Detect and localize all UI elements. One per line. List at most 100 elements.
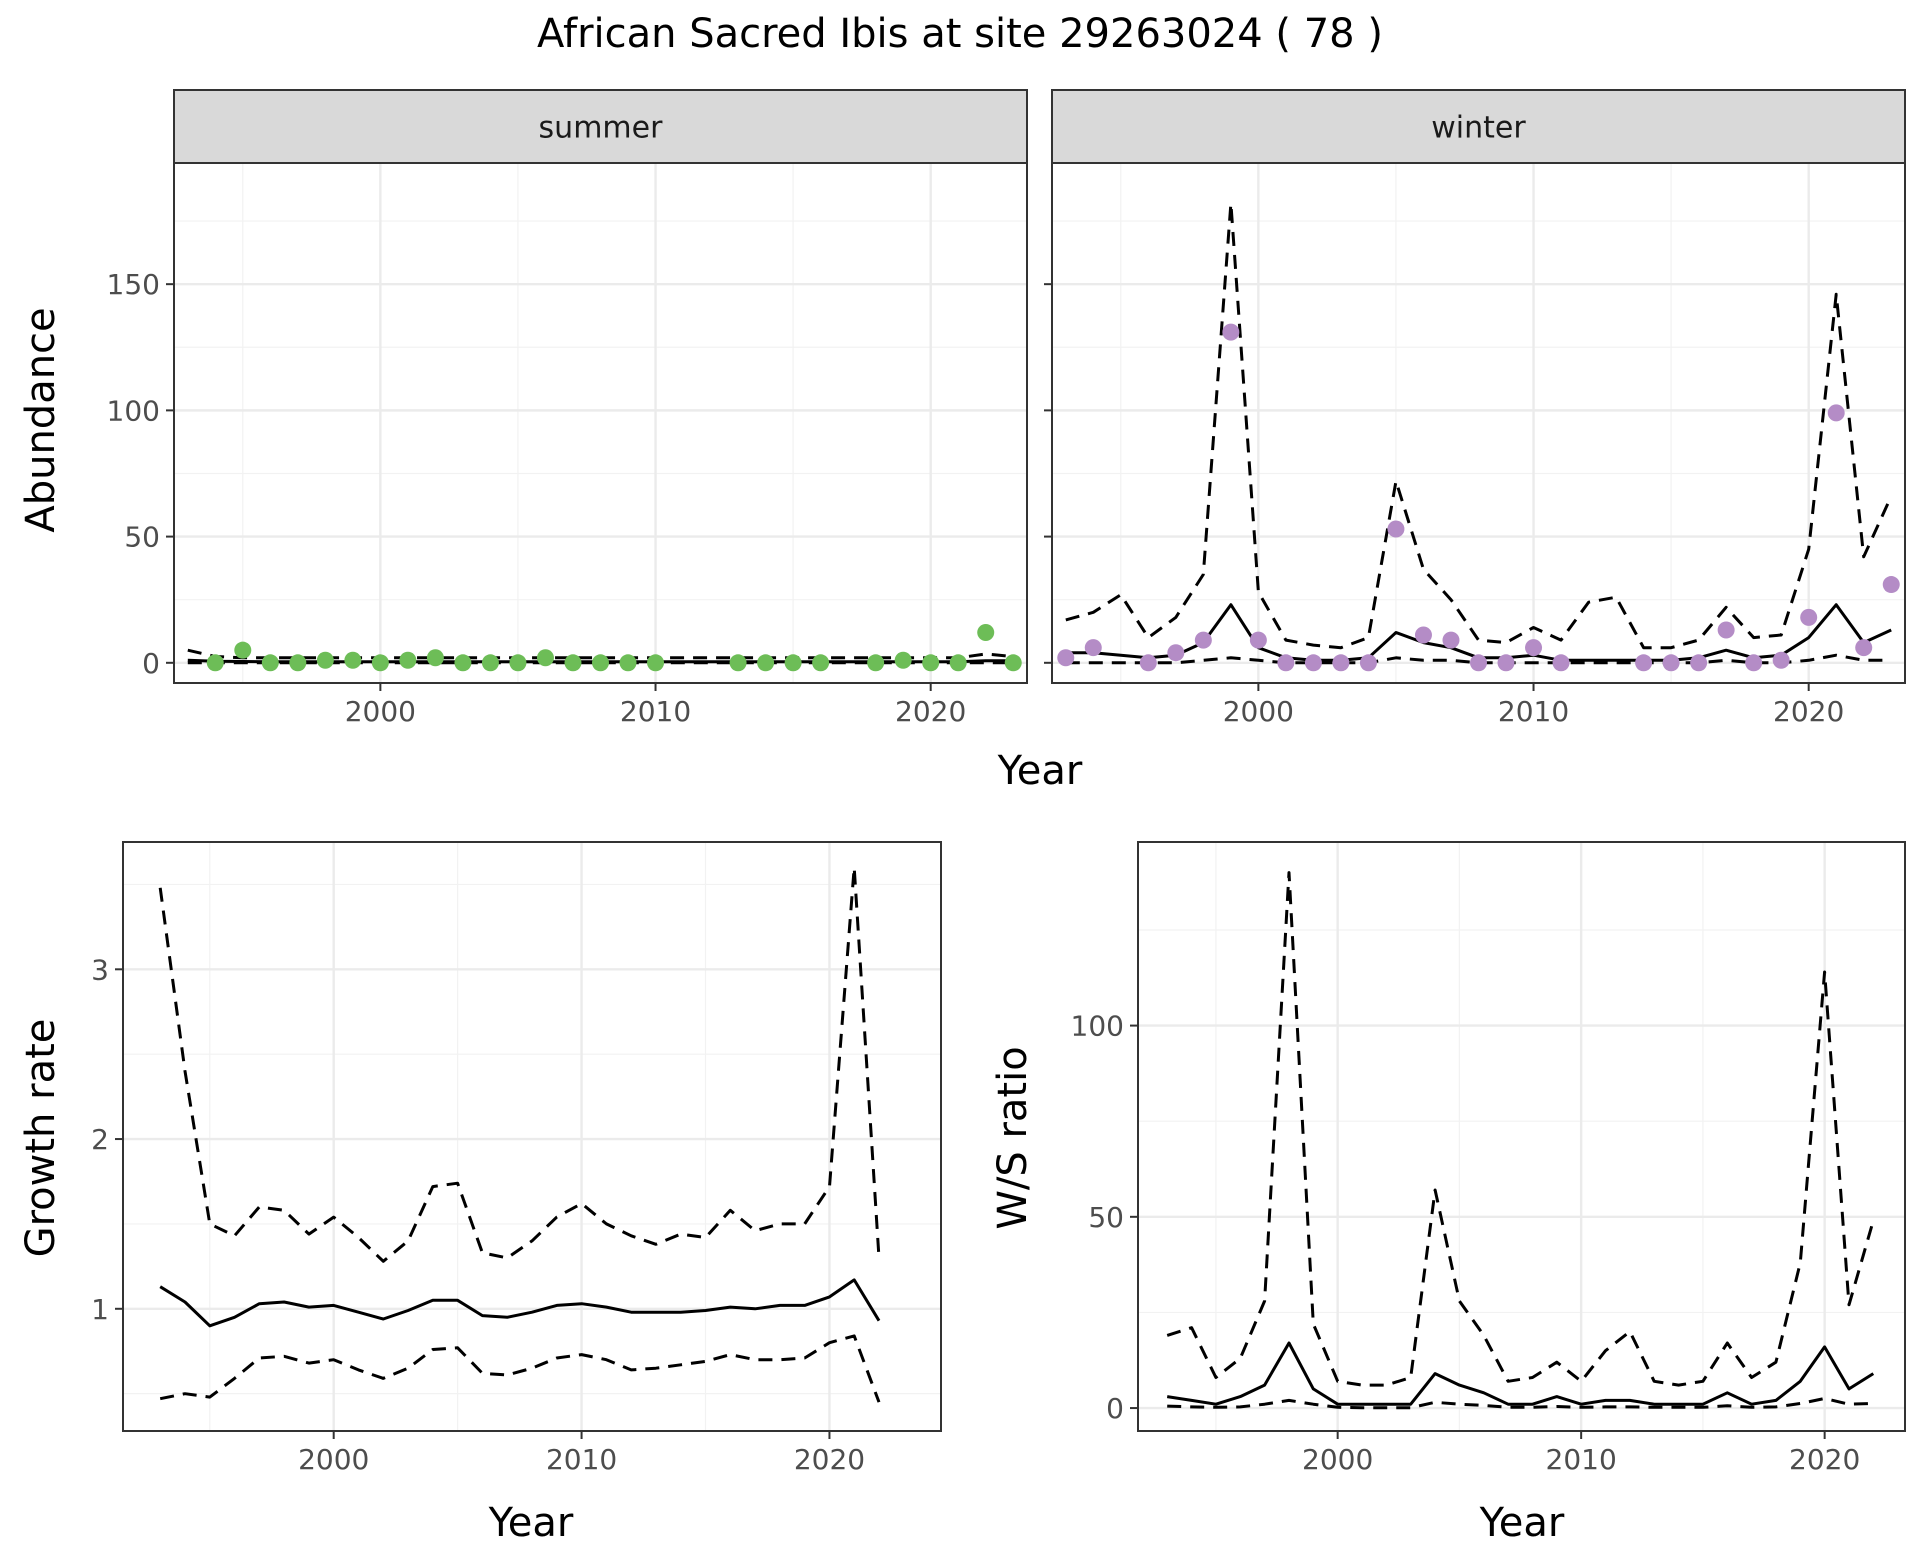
winter-observation-point (1304, 654, 1322, 672)
summer-observation-point (481, 654, 499, 672)
growth-upper-bound-line (158, 866, 881, 1263)
ratio-series (1166, 871, 1875, 1410)
summer-observation-point (289, 654, 307, 672)
winter-observation-point (1772, 651, 1790, 669)
growth-lower-bound-line (159, 1334, 881, 1403)
summer-panel-border (173, 162, 1028, 684)
summer-strip-label: summer (539, 111, 664, 146)
winter-strip-label: winter (1431, 111, 1526, 146)
winter-strip (1051, 89, 1906, 164)
growth-x-tick-label: 2000 (298, 1443, 369, 1476)
ratio-axes: 2000 2010 2020 0 50 100 (1071, 1010, 1861, 1476)
summer-observation-point (757, 654, 775, 672)
winter-observation-point (1882, 576, 1900, 594)
winter-observation-point (1827, 404, 1845, 422)
growth-y-tick-label: 1 (91, 1293, 109, 1326)
summer-y-tick-label: 100 (107, 394, 160, 427)
winter-observation-point (1359, 654, 1377, 672)
growth-series (158, 866, 881, 1403)
winter-observation-point (1387, 520, 1405, 538)
winter-x-tick-label: 2010 (1498, 695, 1569, 728)
figure-title: African Sacred Ibis at site 29263024 ( 7… (537, 11, 1383, 57)
summer-observation-point (261, 654, 279, 672)
winter-observation-point (1800, 608, 1818, 626)
summer-observation-point (1004, 654, 1022, 672)
winter-observation-point (1167, 644, 1185, 662)
summer-axes: 2000 2010 2020 0 50 100 150 (107, 268, 967, 728)
winter-observation-point (1442, 631, 1460, 649)
summer-observation-point (922, 654, 940, 672)
ratio-estimate-line (1166, 1341, 1875, 1406)
winter-observation-point (1717, 621, 1735, 639)
winter-observation-point (1855, 639, 1873, 657)
panel-summer: summer 2000 2010 2020 0 50 100 150 (107, 89, 1028, 728)
winter-observation-point (1139, 654, 1157, 672)
ratio-x-tick-label: 2000 (1302, 1443, 1373, 1476)
winter-upper-bound-line (1065, 201, 1893, 650)
summer-observation-point (894, 651, 912, 669)
abundance-x-axis-title: Year (997, 748, 1083, 794)
summer-observation-point (399, 651, 417, 669)
winter-observation-point (1194, 631, 1212, 649)
panel-ws-ratio: 2000 2010 2020 0 50 100 (1071, 841, 1906, 1476)
ratio-x-tick-label: 2010 (1546, 1443, 1617, 1476)
summer-observation-point (536, 649, 554, 667)
abundance-y-axis-title: Abundance (18, 307, 64, 532)
winter-observation-point (1222, 323, 1240, 341)
winter-estimate-line (1065, 603, 1892, 662)
winter-observation-point (1635, 654, 1653, 672)
summer-y-tick-label: 50 (124, 521, 160, 554)
winter-grid (1052, 163, 1905, 683)
ratio-x-axis-title: Year (1479, 1500, 1565, 1546)
summer-x-tick-label: 2010 (620, 695, 691, 728)
winter-observation-point (1745, 654, 1763, 672)
ratio-y-axis-title: W/S ratio (990, 1046, 1036, 1229)
panel-growth-rate: 2000 2010 2020 1 2 3 (91, 841, 942, 1476)
ratio-lower-bound-line (1167, 1397, 1874, 1410)
summer-observation-point (509, 654, 527, 672)
ratio-x-tick-label: 2020 (1789, 1443, 1860, 1476)
winter-observation-point (1662, 654, 1680, 672)
growth-grid (123, 842, 941, 1431)
summer-y-tick-label: 150 (107, 268, 160, 301)
summer-observation-point (729, 654, 747, 672)
summer-y-tick-label: 0 (142, 647, 160, 680)
summer-observation-point (619, 654, 637, 672)
growth-x-tick-label: 2010 (546, 1443, 617, 1476)
summer-observation-point (812, 654, 830, 672)
winter-observation-point (1414, 626, 1432, 644)
growth-panel-border (122, 841, 942, 1432)
summer-observation-point (316, 651, 334, 669)
growth-axes: 2000 2010 2020 1 2 3 (91, 953, 865, 1476)
growth-y-axis-title: Growth rate (18, 1019, 64, 1258)
summer-observation-point (977, 624, 995, 642)
summer-observation-point (564, 654, 582, 672)
summer-observation-point (206, 654, 224, 672)
ratio-y-tick-label: 100 (1071, 1010, 1124, 1043)
summer-observation-point (344, 651, 362, 669)
winter-panel-border (1051, 162, 1906, 684)
winter-observation-point (1277, 654, 1295, 672)
growth-y-tick-label: 3 (91, 953, 109, 986)
summer-observation-point (784, 654, 802, 672)
winter-observation-point (1690, 654, 1708, 672)
summer-series (187, 624, 1022, 672)
winter-x-tick-label: 2000 (1223, 695, 1294, 728)
winter-observation-point (1552, 654, 1570, 672)
ratio-upper-bound-line (1166, 871, 1875, 1387)
growth-estimate-line (159, 1278, 881, 1328)
summer-observation-point (426, 649, 444, 667)
growth-y-tick-label: 2 (91, 1123, 109, 1156)
summer-strip (173, 89, 1028, 164)
panel-winter: winter 2000 2010 2020 (1044, 89, 1906, 728)
summer-observation-point (592, 654, 609, 672)
winter-observation-point (1084, 639, 1102, 657)
summer-x-tick-label: 2000 (345, 695, 416, 728)
growth-x-axis-title: Year (488, 1500, 574, 1546)
winter-observation-point (1525, 639, 1543, 657)
winter-observation-point (1332, 654, 1350, 672)
ratio-y-tick-label: 50 (1088, 1201, 1124, 1234)
summer-observation-point (454, 654, 472, 672)
winter-observation-point (1057, 649, 1075, 667)
